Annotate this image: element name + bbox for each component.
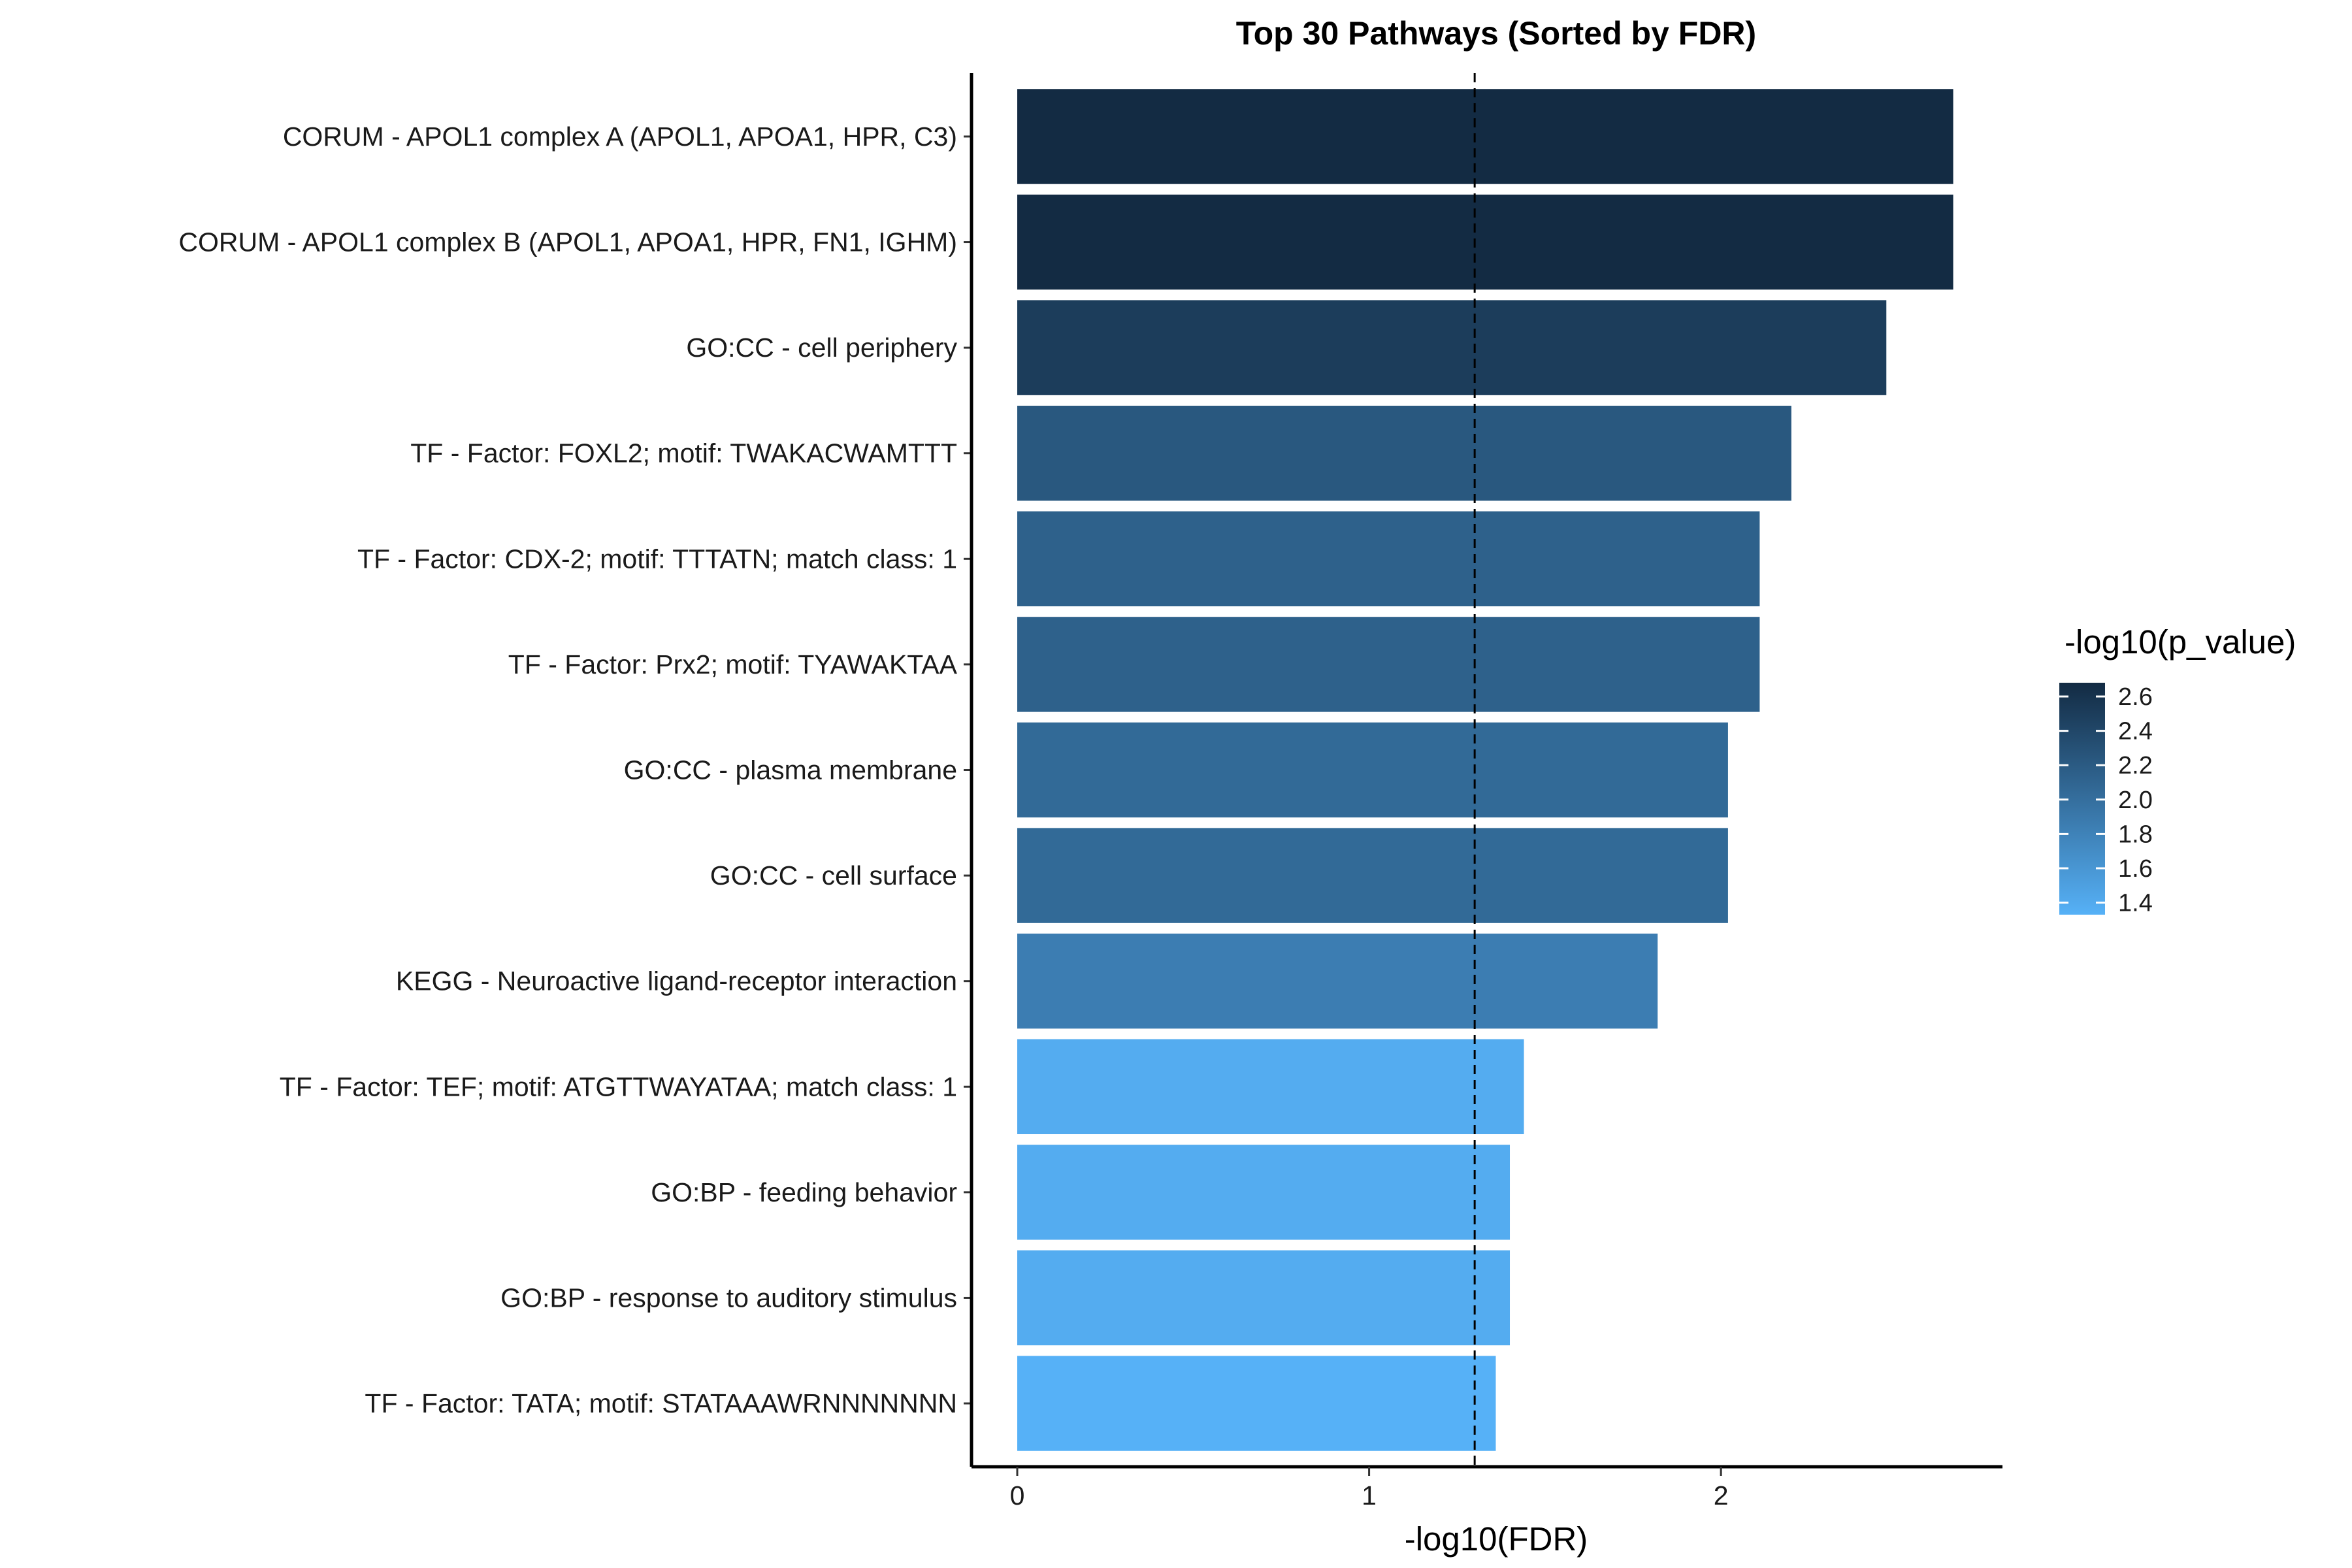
chart-title: Top 30 Pathways (Sorted by FDR) — [1236, 15, 1756, 52]
bar — [1017, 406, 1791, 501]
bar — [1017, 1145, 1511, 1240]
bar — [1017, 828, 1728, 923]
legend-tick-label: 2.2 — [2118, 752, 2153, 779]
bar — [1017, 1039, 1524, 1134]
x-tick-label: 0 — [1010, 1480, 1025, 1511]
legend-tick-label: 2.0 — [2118, 787, 2153, 814]
x-axis-title: -log10(FDR) — [1405, 1520, 1588, 1558]
legend-tick-label: 1.6 — [2118, 855, 2153, 883]
bars-layer — [1017, 73, 1953, 1467]
x-tick-label: 2 — [1714, 1480, 1729, 1511]
y-tick-label: TF - Factor: TEF; motif: ATGTTWAYATAA; m… — [280, 1071, 957, 1102]
y-tick-label: TF - Factor: Prx2; motif: TYAWAKTAA — [508, 649, 958, 679]
bar — [1017, 194, 1953, 290]
legend-tick-label: 1.4 — [2118, 890, 2153, 917]
y-tick-label: GO:BP - response to auditory stimulus — [500, 1282, 957, 1313]
y-tick-label: CORUM - APOL1 complex B (APOL1, APOA1, H… — [178, 227, 957, 257]
bar — [1017, 511, 1760, 607]
legend-tick-label: 1.8 — [2118, 821, 2153, 848]
color-legend: -log10(p_value) 2.6 2.4 2.2 2.0 1.8 1.6 1.4 — [2059, 623, 2296, 917]
category-labels: CORUM - APOL1 complex A (APOL1, APOA1, H… — [178, 122, 957, 1418]
y-tick-label: GO:BP - feeding behavior — [651, 1177, 957, 1207]
y-tick-label: KEGG - Neuroactive ligand-receptor inter… — [396, 966, 957, 996]
bar — [1017, 933, 1658, 1029]
legend-tick-label: 2.4 — [2118, 718, 2153, 745]
y-tick-label: TF - Factor: FOXL2; motif: TWAKACWAMTTT — [410, 438, 957, 468]
y-tick-label: GO:CC - cell surface — [710, 860, 957, 890]
bar — [1017, 1356, 1496, 1451]
bar — [1017, 300, 1887, 395]
y-tick-label: GO:CC - cell periphery — [686, 333, 957, 363]
y-tick-label: CORUM - APOL1 complex A (APOL1, APOA1, H… — [283, 122, 957, 152]
bar — [1017, 89, 1953, 184]
axes: 0 1 2 — [964, 73, 2002, 1511]
legend-tick-label: 2.6 — [2118, 683, 2153, 711]
legend-title: -log10(p_value) — [2065, 623, 2296, 661]
y-tick-label: TF - Factor: CDX-2; motif: TTTATN; match… — [357, 544, 957, 574]
y-tick-label: TF - Factor: TATA; motif: STATAAAWRNNNNN… — [365, 1388, 957, 1418]
bar — [1017, 722, 1728, 818]
y-tick-label: GO:CC - plasma membrane — [624, 755, 957, 785]
x-tick-label: 1 — [1362, 1480, 1377, 1511]
bar — [1017, 617, 1760, 712]
bar — [1017, 1250, 1511, 1346]
